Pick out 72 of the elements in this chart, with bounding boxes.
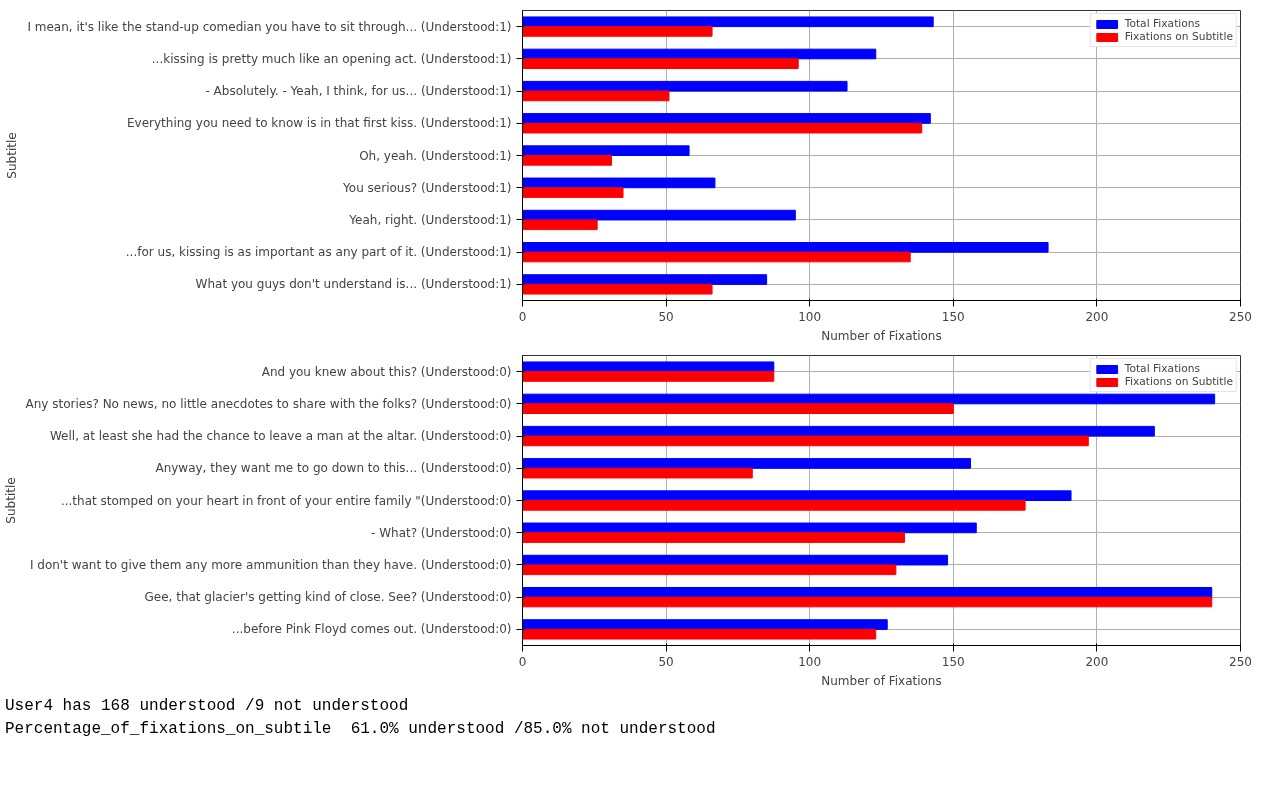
x-tick-label: 0 (518, 654, 527, 669)
bar (522, 58, 799, 69)
y-axis-title: Subtitle (5, 132, 20, 179)
bar (522, 596, 1213, 608)
bar (522, 458, 972, 469)
legend-label: Total Fixations (1124, 362, 1201, 375)
y-tick-label: I mean, it's like the stand-up comedian you have to sit through... (Understood:1) (27, 19, 512, 34)
y-tick-label: Gee, that glacier's getting kind of close. See? (Understood:0) (144, 590, 512, 605)
bar (522, 435, 1089, 447)
x-tick-label: 50 (658, 309, 674, 324)
bar (522, 467, 753, 479)
y-tick-label: - Absolutely. - Yeah, I think, for us... (Understood:1) (205, 84, 512, 99)
bar (522, 26, 713, 37)
x-axis-title: Number of Fixations (821, 328, 942, 343)
bar (522, 403, 954, 414)
bar (522, 371, 775, 382)
bar (522, 564, 897, 576)
y-tick-label: ...before Pink Floyd comes out. (Understood:0) (231, 622, 512, 637)
x-tick-label: 50 (658, 654, 674, 669)
x-tick-label: 200 (1085, 309, 1109, 324)
bar (522, 587, 1213, 598)
x-tick-label: 250 (1229, 654, 1252, 669)
y-tick-label: Yeah, right. (Understood:1) (348, 212, 512, 227)
bar (522, 522, 977, 534)
bar (522, 80, 848, 92)
bar (522, 490, 1072, 501)
y-tick-label: Everything you need to know is in that first kiss. (Understood:1) (127, 116, 512, 131)
bar (522, 251, 911, 263)
y-tick-label: - What? (Understood:0) (371, 525, 512, 540)
bar (522, 283, 713, 295)
y-tick-label: Well, at least she had the chance to leave a man at the altar. (Understood:0) (49, 429, 512, 444)
y-tick-label: You serious? (Understood:1) (342, 180, 512, 195)
bar (522, 619, 888, 630)
x-tick-label: 100 (798, 654, 822, 669)
bar (522, 145, 690, 156)
legend-label: Total Fixations (1124, 17, 1201, 30)
text: User4 has 168 understood /9 not understood (5, 697, 409, 715)
bar (522, 155, 613, 166)
legend-label: Fixations on Subtitle (1124, 375, 1233, 388)
y-tick-label: ...for us, kissing is as important as any part of it. (Understood:1) (125, 245, 512, 260)
x-tick-label: 150 (941, 309, 965, 324)
x-tick-label: 200 (1085, 654, 1109, 669)
y-tick-label: Oh, yeah. (Understood:1) (359, 148, 512, 163)
x-tick-label: 100 (798, 309, 822, 324)
y-tick-label: ...kissing is pretty much like an opening act. (Understood:1) (151, 51, 512, 66)
bar (522, 187, 624, 198)
bar (522, 219, 598, 231)
y-tick-label: ...that stomped on your heart in front of your entire family "(Understood:0) (60, 493, 512, 508)
x-tick-label: 0 (518, 309, 527, 324)
y-axis-title: Subtitle (3, 477, 18, 524)
bar (522, 500, 1026, 511)
bar (522, 113, 931, 124)
y-tick-label: I don't want to give them any more ammunition than they have. (Understood:0) (29, 557, 512, 572)
bar (522, 361, 775, 373)
bar (522, 628, 877, 640)
x-tick-label: 150 (941, 654, 965, 669)
bar (522, 90, 670, 102)
x-tick-label: 250 (1229, 309, 1252, 324)
bar (522, 122, 923, 134)
bar (522, 177, 716, 189)
bar (522, 209, 796, 221)
y-tick-label: What you guys don't understand is... (Understood:1) (195, 277, 512, 292)
bar (522, 242, 1049, 253)
text: Percentage_of_fixations_on_subtile 61.0% understood /85.0% not understood (5, 719, 716, 738)
y-tick-label: And you knew about this? (Understood:0) (261, 364, 512, 379)
bar (522, 274, 768, 285)
legend-label: Fixations on Subtitle (1124, 30, 1233, 43)
x-axis-title: Number of Fixations (821, 673, 942, 688)
bar (522, 532, 905, 543)
y-tick-label: Anyway, they want me to go down to this... (Understood:0) (155, 461, 512, 476)
bar (522, 16, 934, 28)
y-tick-label: Any stories? No news, no little anecdotes to share with the folks? (Understood:0) (25, 396, 512, 411)
